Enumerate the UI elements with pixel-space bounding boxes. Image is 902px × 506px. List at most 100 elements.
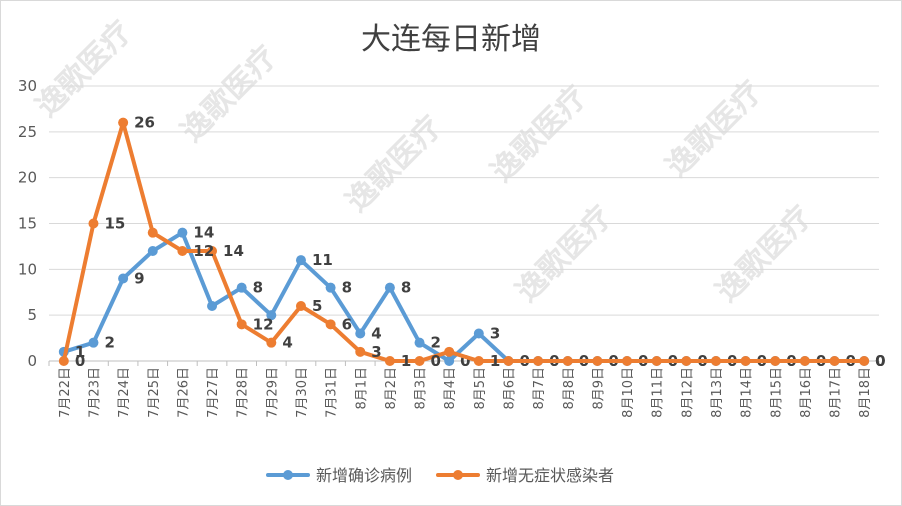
x-tick-label: 8月8日 (562, 367, 577, 410)
data-label: 1 (401, 352, 411, 370)
data-point (236, 282, 247, 293)
data-point (325, 282, 336, 293)
data-label: 26 (134, 114, 155, 132)
data-point (295, 301, 306, 311)
x-tick-label: 8月2日 (384, 367, 399, 410)
data-point (651, 356, 662, 366)
y-tick-label: 0 (27, 352, 37, 370)
x-tick-label: 7月24日 (117, 367, 132, 418)
x-tick-label: 7月28日 (236, 367, 251, 418)
data-label: 0 (75, 352, 85, 370)
watermark-text: 逸歌医疗 (174, 39, 284, 149)
y-tick-label: 20 (18, 169, 37, 187)
x-tick-label: 8月1日 (354, 367, 369, 410)
data-label: 4 (371, 325, 381, 343)
data-label: 8 (342, 279, 352, 297)
data-label: 0 (875, 352, 885, 370)
data-point (592, 356, 603, 366)
data-point (355, 328, 366, 339)
watermark-text: 逸歌医疗 (509, 199, 619, 309)
data-point (681, 356, 692, 366)
data-point (177, 246, 188, 256)
data-point (355, 346, 366, 357)
data-point (88, 337, 99, 348)
x-tick-label: 7月29日 (265, 367, 280, 418)
legend-marker-1 (283, 470, 293, 480)
data-point (88, 218, 99, 229)
data-point (118, 273, 129, 284)
data-point (207, 246, 218, 256)
data-label: 8 (253, 279, 263, 297)
data-point (118, 117, 129, 128)
x-tick-label: 7月31日 (325, 367, 340, 418)
y-tick-label: 30 (18, 77, 37, 95)
data-label: 0 (460, 352, 470, 370)
y-tick-label: 10 (18, 260, 37, 278)
data-label: 12 (193, 242, 214, 260)
data-point (414, 356, 425, 366)
x-tick-label: 8月5日 (473, 367, 488, 410)
data-point (622, 356, 633, 366)
x-tick-label: 8月10日 (621, 367, 636, 418)
data-point (473, 328, 484, 339)
data-label: 6 (342, 315, 352, 333)
chart-title: 大连每日新增 (361, 22, 541, 57)
data-point (562, 356, 573, 366)
data-label: 15 (104, 215, 125, 233)
watermark-text: 逸歌医疗 (709, 199, 819, 309)
data-label: 12 (253, 315, 274, 333)
data-label: 3 (490, 325, 500, 343)
y-tick-label: 15 (18, 215, 37, 233)
x-tick-label: 7月23日 (87, 367, 102, 418)
data-point (503, 356, 514, 366)
x-tick-label: 8月9日 (591, 367, 606, 410)
series-line-2 (61, 120, 867, 363)
x-tick-label: 8月11日 (651, 367, 666, 418)
data-point (325, 319, 336, 330)
data-label: 2 (431, 334, 441, 352)
data-point (859, 356, 870, 366)
data-label: 14 (223, 242, 244, 260)
x-tick-label: 8月18日 (858, 367, 873, 418)
data-point (444, 356, 455, 366)
data-label: 8 (401, 279, 411, 297)
watermark-text: 逸歌医疗 (29, 14, 139, 124)
data-label: 14 (193, 224, 214, 242)
data-label: 1 (75, 343, 85, 361)
y-tick-label: 5 (27, 306, 37, 324)
data-point (414, 337, 425, 348)
data-point (533, 356, 544, 366)
data-point (444, 346, 455, 357)
x-tick-label: 7月25日 (147, 367, 162, 418)
x-tick-label: 7月27日 (206, 367, 221, 418)
x-tick-label: 7月22日 (58, 367, 73, 418)
x-tick-label: 8月16日 (799, 367, 814, 418)
x-tick-label: 8月15日 (769, 367, 784, 418)
data-point (177, 227, 188, 238)
data-point (770, 356, 781, 366)
x-tick-label: 8月14日 (740, 367, 755, 418)
data-label: 4 (282, 334, 292, 352)
watermark-text: 逸歌医疗 (339, 109, 449, 219)
data-point (799, 356, 810, 366)
x-tick-label: 8月7日 (532, 367, 547, 410)
data-point (740, 356, 751, 366)
x-tick-label: 7月30日 (295, 367, 310, 418)
legend-label-2: 新增无症状感染者 (486, 466, 614, 485)
data-point (147, 246, 158, 256)
data-point (473, 356, 484, 366)
x-tick-label: 8月12日 (680, 367, 695, 418)
watermark-text: 逸歌医疗 (659, 74, 769, 184)
watermark-text: 逸歌医疗 (484, 79, 594, 189)
x-tick-label: 7月26日 (176, 367, 191, 418)
data-point (147, 227, 158, 238)
data-point (710, 356, 721, 366)
y-tick-label: 25 (18, 123, 37, 141)
data-label: 2 (104, 334, 114, 352)
data-label: 1 (490, 352, 500, 370)
data-point (384, 356, 395, 366)
legend-marker-2 (453, 470, 463, 480)
x-tick-label: 8月3日 (414, 367, 429, 410)
